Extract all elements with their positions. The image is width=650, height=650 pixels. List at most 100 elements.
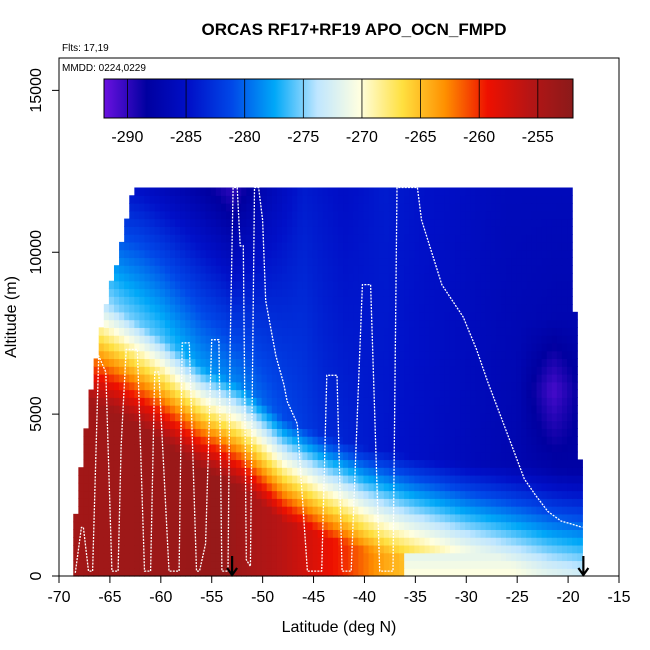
heatmap-cell (220, 226, 227, 235)
x-tick-label: -45 (302, 589, 325, 606)
heatmap-cell (531, 311, 538, 321)
heatmap-cell (460, 335, 466, 344)
heatmap-cell (567, 451, 573, 461)
heatmap-cell (475, 342, 482, 352)
heatmap-cell (343, 420, 349, 429)
heatmap-cell (536, 428, 543, 437)
heatmap-cell (164, 311, 171, 321)
heatmap-cell (215, 443, 222, 453)
heatmap-cell (276, 358, 283, 367)
heatmap-cell (246, 506, 253, 515)
heatmap-cell (424, 381, 431, 391)
heatmap-cell (337, 272, 344, 282)
heatmap-cell (480, 389, 487, 398)
heatmap-cell (246, 428, 253, 437)
heatmap-cell (195, 366, 202, 375)
heatmap-cell (505, 203, 512, 212)
heatmap-cell (419, 560, 426, 569)
heatmap-cell (567, 381, 573, 391)
heatmap-cell (297, 552, 303, 562)
heatmap-cell (455, 210, 461, 220)
heatmap-cell (139, 296, 146, 305)
heatmap-cell (388, 506, 395, 515)
heatmap-cell (169, 412, 176, 422)
heatmap-cell (363, 366, 370, 375)
heatmap-cell (332, 428, 339, 437)
heatmap-cell (93, 389, 100, 398)
heatmap-cell (363, 537, 370, 546)
heatmap-cell (261, 436, 268, 445)
heatmap-cell (287, 521, 293, 530)
heatmap-cell (429, 241, 436, 251)
heatmap-cell (429, 420, 436, 429)
heatmap-cell (236, 513, 242, 523)
heatmap-cell (526, 436, 533, 445)
heatmap-cell (373, 296, 380, 305)
heatmap-cell (363, 265, 370, 274)
heatmap-cell (455, 203, 461, 212)
heatmap-cell (271, 304, 278, 313)
heatmap-cell (343, 350, 349, 360)
heatmap-cell (455, 358, 461, 367)
heatmap-cell (343, 405, 349, 414)
heatmap-cell (378, 234, 385, 243)
heatmap-cell (129, 537, 135, 546)
heatmap-cell (556, 304, 563, 313)
heatmap-cell (78, 474, 85, 484)
heatmap-cell (470, 544, 477, 554)
heatmap-cell (108, 568, 115, 577)
heatmap-cell (419, 412, 426, 422)
heatmap-cell (516, 521, 522, 530)
heatmap-cell (556, 226, 563, 235)
heatmap-cell (551, 420, 558, 429)
heatmap-cell (256, 451, 263, 461)
heatmap-cell (287, 304, 293, 313)
heatmap-cell (98, 335, 105, 344)
heatmap-cell (531, 218, 538, 227)
heatmap-cell (551, 459, 558, 468)
heatmap-cell (424, 249, 431, 259)
heatmap-cell (317, 513, 324, 523)
heatmap-cell (556, 560, 563, 569)
heatmap-cell (343, 467, 349, 476)
heatmap-cell (215, 397, 222, 406)
heatmap-cell (343, 506, 349, 515)
heatmap-cell (343, 288, 349, 297)
heatmap-cell (327, 544, 334, 554)
heatmap-cell (368, 280, 375, 290)
heatmap-cell (169, 342, 176, 352)
heatmap-cell (261, 187, 268, 196)
heatmap-cell (429, 513, 436, 523)
heatmap-cell (164, 389, 171, 398)
heatmap-cell (169, 482, 176, 492)
heatmap-cell (236, 265, 242, 274)
heatmap-cell (302, 381, 309, 391)
heatmap-cell (236, 288, 242, 297)
heatmap-cell (551, 350, 558, 360)
heatmap-cell (256, 272, 263, 282)
heatmap-cell (266, 506, 273, 515)
heatmap-cell (460, 474, 466, 484)
heatmap-cell (475, 195, 482, 204)
heatmap-cell (129, 241, 135, 251)
heatmap-cell (424, 226, 431, 235)
heatmap-cell (190, 420, 197, 429)
heatmap-cell (200, 280, 207, 290)
heatmap-cell (567, 327, 573, 336)
heatmap-cell (444, 529, 451, 538)
heatmap-cell (337, 490, 344, 499)
heatmap-cell (556, 327, 563, 336)
heatmap-cell (465, 319, 471, 328)
colorbar-tick-label: -280 (229, 129, 261, 146)
heatmap-cell (169, 187, 176, 196)
heatmap-cell (251, 350, 258, 360)
heatmap-cell (368, 358, 375, 367)
heatmap-cell (175, 335, 181, 344)
heatmap-cell (348, 521, 354, 530)
heatmap-cell (164, 218, 171, 227)
heatmap-cell (164, 513, 171, 523)
heatmap-cell (231, 280, 237, 290)
heatmap-cell (490, 335, 497, 344)
heatmap-cell (281, 389, 288, 398)
heatmap-cell (556, 397, 563, 406)
